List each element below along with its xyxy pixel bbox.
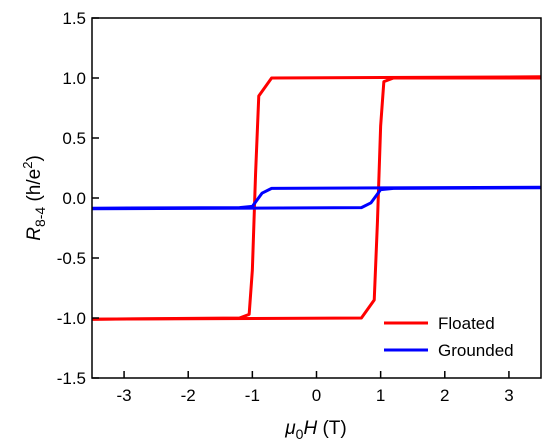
x-axis-title: μ0H (T)	[284, 418, 347, 441]
y-tick-label: 0.5	[62, 129, 86, 148]
series-floated-up-sweep	[91, 76, 541, 321]
x-tick-label: 3	[504, 386, 513, 405]
x-tick-label: -1	[245, 386, 260, 405]
series-grounded-down-sweep	[91, 185, 542, 210]
series-grounded-up-sweep	[91, 186, 542, 211]
y-tick-label: -0.5	[57, 249, 86, 268]
x-tick-label: 2	[440, 386, 449, 405]
legend: Floated Grounded	[384, 314, 514, 360]
x-tick-label: 0	[312, 386, 321, 405]
y-tick-label: 1.0	[62, 69, 86, 88]
x-tick-label: -3	[117, 386, 132, 405]
x-tick-label: 1	[376, 386, 385, 405]
y-tick-label: 1.5	[62, 9, 86, 28]
legend-label-grounded: Grounded	[438, 341, 514, 360]
y-axis-title: R8-4 (h/e2)	[20, 155, 48, 241]
y-tick-label: -1.0	[57, 309, 86, 328]
x-tick-label: -2	[181, 386, 196, 405]
series-floated-down-sweep	[91, 75, 542, 321]
legend-label-floated: Floated	[438, 314, 495, 333]
y-tick-label: 0.0	[62, 189, 86, 208]
y-tick-label: -1.5	[57, 369, 86, 388]
